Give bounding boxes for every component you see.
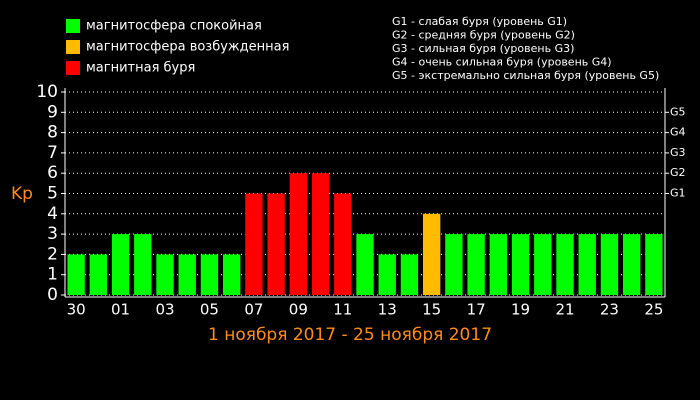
storm-level-text: G2 - средняя буря (уровень G2) xyxy=(392,29,575,42)
x-tick-label: 17 xyxy=(467,301,486,319)
legend-label: магнитосфера спокойная xyxy=(86,19,262,34)
storm-level-text: G3 - сильная буря (уровень G3) xyxy=(392,42,574,55)
y-tick-label: 1 xyxy=(47,265,58,285)
legend-swatch xyxy=(66,61,80,75)
bar xyxy=(111,234,130,295)
bar xyxy=(245,193,263,295)
bar xyxy=(489,234,507,295)
x-tick-label: 11 xyxy=(333,301,352,319)
y2-tick-label: G4 xyxy=(670,126,686,139)
storm-level-text: G4 - очень сильная буря (уровень G4) xyxy=(392,56,612,69)
storm-level-text: G1 - слабая буря (уровень G1) xyxy=(392,15,567,28)
bar xyxy=(378,254,396,295)
y-tick-label: 5 xyxy=(47,184,58,204)
bar xyxy=(578,234,596,295)
bar xyxy=(356,234,374,295)
legend-label: магнитосфера возбужденная xyxy=(86,40,289,55)
bar xyxy=(423,213,441,295)
y-tick-label: 4 xyxy=(47,204,58,224)
y2-tick-label: G2 xyxy=(670,166,686,179)
y-axis-label: Kp xyxy=(11,184,33,204)
bar xyxy=(556,234,574,295)
bar xyxy=(467,234,485,295)
bar xyxy=(223,254,241,295)
bar xyxy=(445,234,463,295)
legend-label: магнитная буря xyxy=(86,61,195,76)
bar xyxy=(511,234,530,295)
bar xyxy=(156,254,174,295)
y-tick-label: 3 xyxy=(47,224,58,244)
bar xyxy=(400,254,419,295)
x-tick-label: 13 xyxy=(378,301,397,319)
y2-tick-label: G3 xyxy=(670,146,686,159)
bar xyxy=(200,254,219,295)
legend-swatch xyxy=(66,40,80,54)
storm-level-text: G5 - экстремально сильная буря (уровень … xyxy=(392,69,659,82)
bar xyxy=(600,234,619,295)
y-tick-label: 7 xyxy=(47,143,58,163)
x-tick-label: 19 xyxy=(511,301,530,319)
x-tick-label: 07 xyxy=(244,301,263,319)
x-tick-label: 21 xyxy=(555,301,574,319)
y-tick-label: 0 xyxy=(47,285,58,305)
bar xyxy=(311,173,330,295)
y-tick-label: 8 xyxy=(47,123,58,143)
y-tick-label: 2 xyxy=(47,244,58,264)
bar xyxy=(267,193,285,295)
bar xyxy=(178,254,196,295)
bar xyxy=(89,254,107,295)
x-tick-label: 09 xyxy=(289,301,308,319)
x-tick-label: 30 xyxy=(67,301,86,319)
y-tick-label: 6 xyxy=(47,163,58,183)
y-tick-label: 10 xyxy=(36,82,58,102)
bar xyxy=(67,254,85,295)
bar xyxy=(645,234,663,295)
x-tick-label: 23 xyxy=(600,301,619,319)
bar xyxy=(623,234,641,295)
y-tick-label: 9 xyxy=(47,102,58,122)
x-axis-label: 1 ноября 2017 - 25 ноября 2017 xyxy=(208,325,492,345)
x-tick-label: 05 xyxy=(200,301,219,319)
x-tick-label: 01 xyxy=(111,301,130,319)
bar xyxy=(134,234,152,295)
y2-tick-label: G5 xyxy=(670,105,686,118)
x-tick-label: 15 xyxy=(422,301,441,319)
bar xyxy=(334,193,352,295)
y2-tick-label: G1 xyxy=(670,187,686,200)
bar xyxy=(289,173,307,295)
legend-swatch xyxy=(66,19,80,33)
x-tick-label: 03 xyxy=(155,301,174,319)
x-tick-label: 25 xyxy=(644,301,663,319)
bar xyxy=(534,234,552,295)
